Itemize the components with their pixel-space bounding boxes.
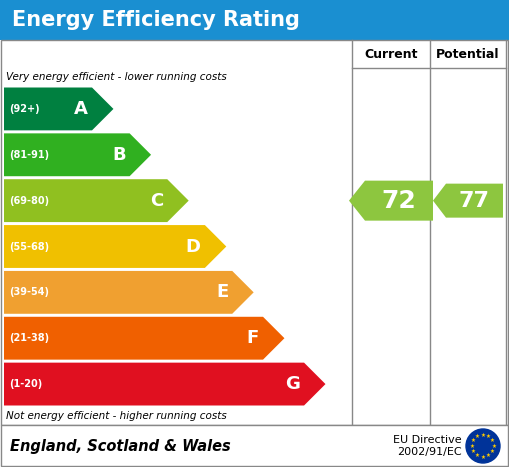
Text: ★: ★ (475, 453, 480, 458)
Text: Energy Efficiency Rating: Energy Efficiency Rating (12, 10, 300, 30)
Text: EU Directive: EU Directive (393, 435, 462, 445)
Text: (1-20): (1-20) (9, 379, 42, 389)
Text: E: E (216, 283, 228, 301)
Text: A: A (74, 100, 88, 118)
Text: B: B (112, 146, 126, 164)
Bar (1, 425, 508, 466)
Polygon shape (4, 225, 227, 268)
Text: (81-91): (81-91) (9, 150, 49, 160)
Text: ★: ★ (486, 453, 491, 458)
Text: (92+): (92+) (9, 104, 40, 114)
Text: Current: Current (364, 48, 418, 61)
Text: Not energy efficient - higher running costs: Not energy efficient - higher running co… (6, 411, 227, 421)
Text: 77: 77 (459, 191, 490, 211)
Circle shape (466, 429, 500, 463)
Text: Potential: Potential (436, 48, 500, 61)
Text: ★: ★ (486, 434, 491, 439)
Polygon shape (4, 271, 253, 314)
Bar (0, 0, 509, 40)
Text: ★: ★ (490, 438, 495, 443)
Text: Very energy efficient - lower running costs: Very energy efficient - lower running co… (6, 72, 227, 82)
Text: (21-38): (21-38) (9, 333, 49, 343)
Text: D: D (186, 238, 201, 255)
Text: 2002/91/EC: 2002/91/EC (398, 447, 462, 457)
Text: England, Scotland & Wales: England, Scotland & Wales (10, 439, 231, 453)
Text: ★: ★ (480, 454, 486, 460)
Text: ★: ★ (475, 434, 480, 439)
Text: (39-54): (39-54) (9, 287, 49, 297)
Text: ★: ★ (490, 449, 495, 454)
Text: C: C (150, 191, 163, 210)
Text: ★: ★ (480, 432, 486, 438)
Text: F: F (247, 329, 259, 347)
Text: ★: ★ (471, 438, 476, 443)
Text: (55-68): (55-68) (9, 241, 49, 252)
Polygon shape (4, 134, 151, 176)
Polygon shape (433, 184, 503, 218)
Text: G: G (285, 375, 300, 393)
Bar (1, 40, 508, 425)
Polygon shape (4, 179, 189, 222)
Polygon shape (349, 181, 433, 220)
Text: 72: 72 (382, 189, 416, 212)
Text: ★: ★ (470, 444, 474, 448)
Polygon shape (4, 317, 285, 360)
Polygon shape (4, 363, 325, 405)
Text: ★: ★ (471, 449, 476, 454)
Polygon shape (4, 87, 114, 130)
Text: ★: ★ (492, 444, 496, 448)
Text: (69-80): (69-80) (9, 196, 49, 205)
